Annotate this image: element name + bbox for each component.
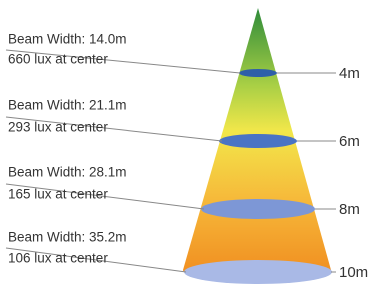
distance: 6m: [339, 133, 360, 150]
beam-diagram: Beam Width: 14.0m 660 lux at center Beam…: [0, 0, 383, 284]
beam-ring: [184, 260, 332, 284]
distance: 10m: [339, 264, 368, 281]
distance: 4m: [339, 65, 360, 82]
page: {"items": [ {"beam_width": "Beam Width: …: [0, 0, 383, 284]
beam-ring: [239, 69, 277, 77]
distance: 8m: [339, 201, 360, 218]
beam-width: Beam Width: 21.1m: [8, 98, 127, 113]
beam-ring: [219, 134, 297, 148]
lux: 660 lux at center: [8, 52, 108, 67]
beam-width: Beam Width: 35.2m: [8, 230, 127, 245]
lux: 106 lux at center: [8, 251, 108, 266]
beam-ring: [201, 199, 315, 219]
beam-width: Beam Width: 28.1m: [8, 165, 127, 180]
lux: 293 lux at center: [8, 120, 108, 135]
lux: 165 lux at center: [8, 187, 108, 202]
beam-width: Beam Width: 14.0m: [8, 32, 127, 47]
